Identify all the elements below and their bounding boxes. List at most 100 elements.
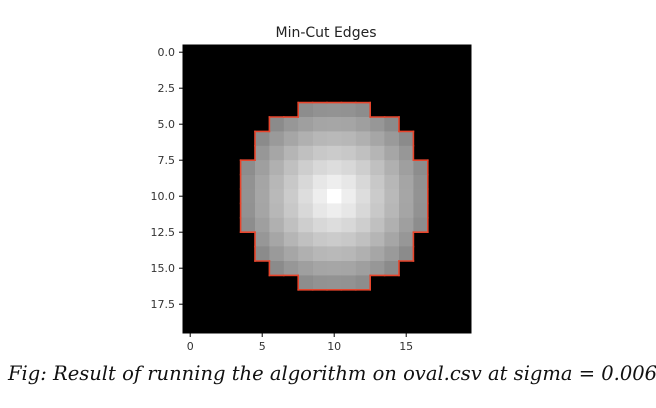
heatmap-cell	[269, 246, 285, 262]
heatmap-cell	[384, 203, 400, 219]
heatmap-cell	[355, 275, 371, 291]
y-tick-label: 15.0	[151, 262, 176, 275]
y-tick-label: 7.5	[158, 154, 176, 167]
heatmap-cell	[327, 232, 342, 247]
heatmap-cell	[370, 217, 385, 233]
heatmap-cell	[341, 189, 357, 204]
heatmap-cell	[384, 246, 400, 262]
plot-title: Min-Cut Edges	[275, 25, 376, 41]
heatmap-cell	[298, 246, 313, 262]
heatmap-cell	[370, 160, 385, 175]
heatmap-cell	[355, 145, 371, 161]
heatmap-cell	[370, 117, 385, 132]
heatmap-cell	[341, 160, 357, 175]
heatmap-cell	[327, 145, 342, 161]
heatmap-cell	[413, 203, 429, 219]
heatmap-cell	[298, 145, 313, 161]
heatmap-cell	[327, 261, 342, 276]
heatmap-cell	[298, 217, 313, 233]
heatmap-cell	[341, 102, 357, 118]
heatmap-cell	[255, 246, 270, 262]
heatmap-cell	[341, 174, 357, 190]
heatmap-cell	[341, 203, 357, 219]
heatmap-cell	[255, 217, 270, 233]
heatmap-cell	[384, 131, 400, 147]
x-tick-label: 10	[327, 340, 341, 353]
heatmap-cell	[283, 261, 299, 276]
heatmap-cell	[269, 261, 285, 276]
heatmap-cell	[312, 189, 328, 204]
heatmap-cell	[255, 145, 270, 161]
heatmap-cell	[255, 174, 270, 190]
heatmap-cell	[312, 102, 328, 118]
heatmap-cell	[370, 261, 385, 276]
heatmap-cell	[384, 117, 400, 132]
heatmap-cell	[255, 232, 270, 247]
heatmap-cell	[384, 160, 400, 175]
heatmap-cell	[355, 117, 371, 132]
heatmap-cell	[255, 131, 270, 147]
heatmap-cell	[298, 102, 313, 118]
heatmap-cell	[370, 203, 385, 219]
heatmap-cell	[298, 261, 313, 276]
heatmap-cell	[312, 217, 328, 233]
heatmap-cell	[269, 160, 285, 175]
heatmap-cell	[399, 232, 414, 247]
heatmap-cell	[355, 189, 371, 204]
x-tick-label: 0	[187, 340, 194, 353]
heatmap-cell	[355, 217, 371, 233]
heatmap-cell	[298, 232, 313, 247]
heatmap-cell	[341, 131, 357, 147]
heatmap-cell	[298, 174, 313, 190]
heatmap-cell	[240, 203, 256, 219]
heatmap-cell	[413, 160, 429, 175]
heatmap-cell	[370, 189, 385, 204]
heatmap-cell	[327, 217, 342, 233]
heatmap-cell	[355, 174, 371, 190]
heatmap-cell	[384, 217, 400, 233]
heatmap-cell	[298, 275, 313, 291]
heatmap-cell	[384, 174, 400, 190]
heatmap-cell	[399, 131, 414, 147]
figure-caption: Fig: Result of running the algorithm on …	[8, 362, 656, 385]
heatmap-cell	[327, 246, 342, 262]
heatmap-cell	[341, 275, 357, 291]
heatmap-cell	[327, 203, 342, 219]
heatmap-cell	[240, 189, 256, 204]
heatmap-cell	[269, 232, 285, 247]
heatmap-cell	[341, 246, 357, 262]
heatmap-cell	[370, 131, 385, 147]
x-tick-label: 15	[399, 340, 413, 353]
heatmap-cell	[355, 246, 371, 262]
heatmap-cell	[355, 203, 371, 219]
heatmap-cell	[327, 189, 342, 204]
heatmap-cell	[413, 189, 429, 204]
heatmap-cell	[384, 189, 400, 204]
heatmap-cell	[399, 203, 414, 219]
heatmap-cell	[283, 160, 299, 175]
heatmap-cell	[327, 131, 342, 147]
heatmap-cell	[399, 246, 414, 262]
heatmap-cell	[283, 203, 299, 219]
heatmap-cell	[355, 232, 371, 247]
heatmap-cell	[283, 217, 299, 233]
heatmap-cell	[399, 189, 414, 204]
axes-frame	[182, 44, 472, 334]
y-tick-label: 12.5	[151, 226, 176, 239]
heatmap-cell	[283, 131, 299, 147]
x-tick-label: 5	[259, 340, 266, 353]
heatmap-cell	[269, 203, 285, 219]
heatmap-cell	[341, 117, 357, 132]
heatmap-cell	[384, 232, 400, 247]
heatmap-cell	[355, 131, 371, 147]
heatmap-cell	[240, 174, 256, 190]
heatmap-cell	[240, 160, 256, 175]
heatmap-cell	[355, 160, 371, 175]
heatmap-cell	[327, 275, 342, 291]
heatmap-cell	[298, 189, 313, 204]
heatmap-cell	[240, 217, 256, 233]
heatmap-cell	[399, 160, 414, 175]
heatmap-cell	[370, 174, 385, 190]
heatmap-cell	[399, 145, 414, 161]
